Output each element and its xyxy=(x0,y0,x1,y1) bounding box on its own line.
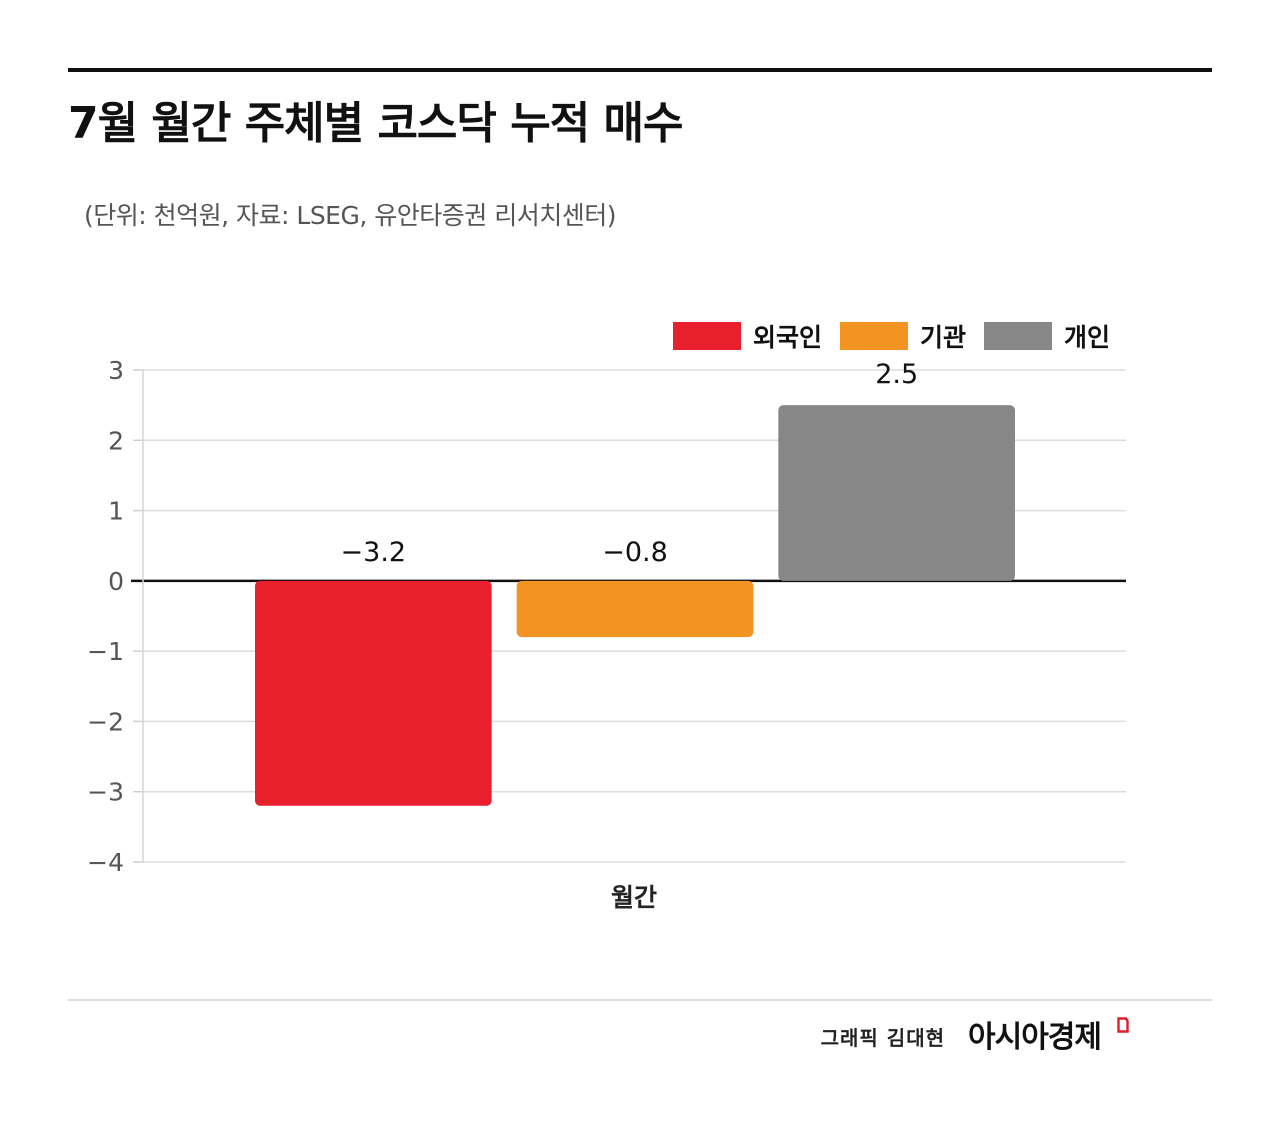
legend: 외국인 기관 개인 xyxy=(672,318,1110,354)
y-tick-label: 2 xyxy=(108,426,124,455)
legend-item-foreign: 외국인 xyxy=(672,318,822,354)
legend-swatch-institution xyxy=(839,322,908,350)
brand-mark-icon xyxy=(1117,1017,1129,1033)
brand-logo-text: 아시아경제 xyxy=(968,1020,1102,1055)
y-tick-label: 3 xyxy=(108,356,124,385)
bar-chart: 3 2 1 0 −1 −2 −3 −4 −3.2 −0.8 2.5 월간 xyxy=(87,356,1126,912)
top-rule xyxy=(68,68,1212,72)
y-tick-label: −3 xyxy=(87,778,124,807)
data-label-2: 2.5 xyxy=(875,359,918,390)
data-label-0: −3.2 xyxy=(341,537,407,568)
y-tick-label: 1 xyxy=(108,497,124,526)
bar-2 xyxy=(778,405,1015,581)
bottom-rule xyxy=(68,999,1212,1001)
legend-item-individual: 개인 xyxy=(983,318,1110,354)
legend-label-foreign: 외국인 xyxy=(752,323,822,352)
y-tick-label: −1 xyxy=(87,637,124,666)
y-tick-label: −2 xyxy=(87,707,124,736)
legend-label-institution: 기관 xyxy=(919,323,966,352)
chart-title: 7월 월간 주체별 코스닥 누적 매수 xyxy=(68,98,683,149)
y-tick-label: −4 xyxy=(87,848,124,877)
bar-1 xyxy=(516,580,754,638)
data-label-1: −0.8 xyxy=(602,537,668,568)
graphic-credit: 그래픽 김대현 xyxy=(820,1026,945,1050)
legend-item-institution: 기관 xyxy=(839,318,966,354)
legend-swatch-individual xyxy=(983,322,1052,350)
legend-label-individual: 개인 xyxy=(1063,323,1110,352)
y-axis: 3 2 1 0 −1 −2 −3 −4 xyxy=(87,356,144,877)
legend-swatch-foreign xyxy=(672,322,741,350)
bar-0 xyxy=(255,580,492,806)
bars xyxy=(255,405,1015,806)
x-category-label: 월간 xyxy=(611,883,657,912)
data-labels: −3.2 −0.8 2.5 월간 xyxy=(341,359,919,912)
chart-subtitle: (단위: 천억원, 자료: LSEG, 유안타증권 리서치센터) xyxy=(84,201,616,230)
y-tick-label: 0 xyxy=(108,567,124,596)
